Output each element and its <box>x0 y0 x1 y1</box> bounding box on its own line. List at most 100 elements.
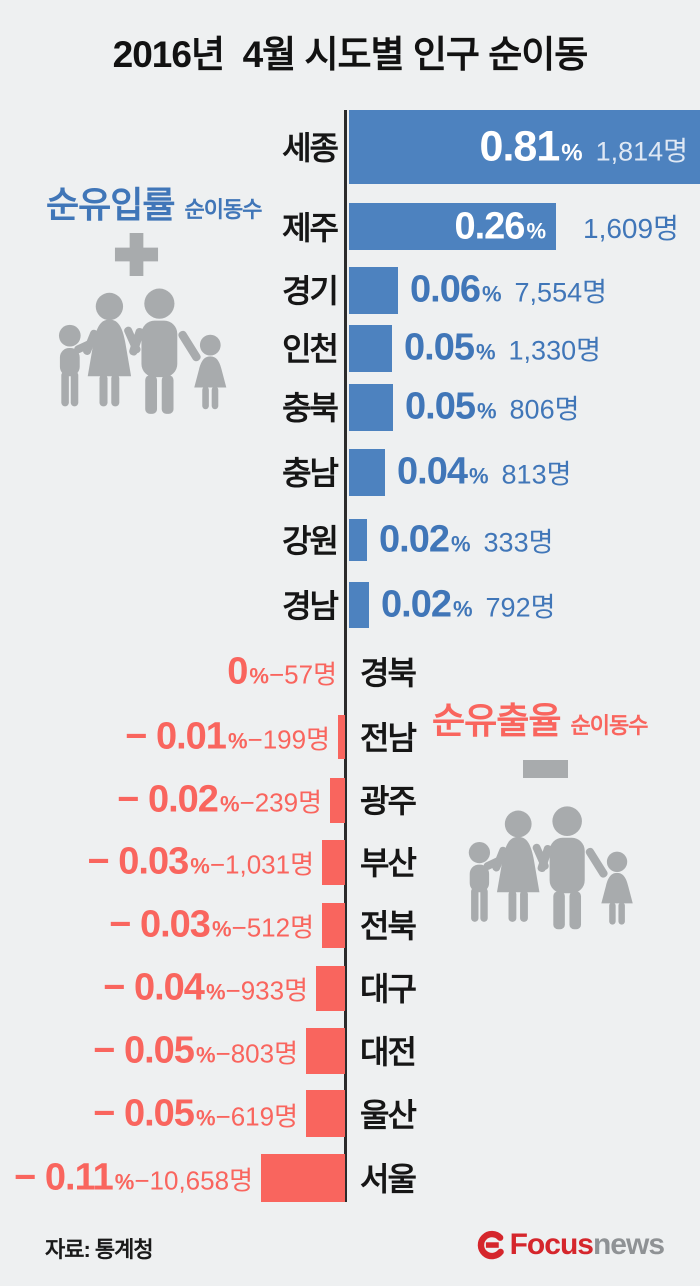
rate-percent: 0.06% <box>410 269 502 312</box>
region-label: 경남 <box>282 588 339 625</box>
rate-percent: 0.26% <box>454 206 546 249</box>
legend-inflow: 순유입률 순이동수 <box>46 176 262 228</box>
bar <box>349 267 398 314</box>
value-text: − 0.11% −10,658명 <box>0 1157 253 1200</box>
bar <box>349 519 367 561</box>
rate-percent: 0.05% <box>404 327 496 370</box>
net-persons: 7,554명 <box>514 277 607 308</box>
percent-sign: % <box>452 596 473 622</box>
rate-number: − 0.11 <box>14 1156 114 1199</box>
rate-number: 0.05 <box>404 326 475 369</box>
percent-sign: % <box>227 728 248 754</box>
rate-percent: − 0.05% <box>93 1093 215 1136</box>
net-persons: −199명 <box>247 724 330 755</box>
region-label: 서울 <box>360 1161 417 1198</box>
net-persons: 813명 <box>501 459 572 490</box>
percent-sign: % <box>476 398 497 424</box>
value-text: − 0.03% −512명 <box>94 904 314 947</box>
rate-number: − 0.05 <box>93 1029 195 1072</box>
rate-number: − 0.02 <box>117 778 219 821</box>
bar <box>349 582 369 628</box>
rate-percent: − 0.03% <box>88 841 210 884</box>
page-title: 2016년 4월 시도별 인구 순이동 <box>112 34 589 75</box>
plus-icon <box>114 232 159 277</box>
bar <box>349 449 385 496</box>
percent-sign: % <box>219 791 240 817</box>
value-text: 0.02% 792명 <box>381 584 555 627</box>
percent-sign: % <box>561 139 583 167</box>
region-label: 강원 <box>282 523 339 560</box>
minus-icon <box>523 760 568 778</box>
legend-outflow-title: 순유출율 <box>432 700 561 741</box>
net-persons: −10,658명 <box>134 1165 253 1196</box>
inflow-family-icon <box>58 288 227 414</box>
rate-percent: 0.05% <box>405 386 497 429</box>
net-persons: −933명 <box>225 975 308 1006</box>
rate-number: 0.26 <box>454 205 525 248</box>
net-persons: −57명 <box>268 659 337 690</box>
region-label: 부산 <box>360 845 417 882</box>
region-label: 울산 <box>360 1097 417 1134</box>
bar <box>261 1154 345 1202</box>
net-persons: −512명 <box>231 912 314 943</box>
percent-sign: % <box>468 463 489 489</box>
net-persons: −239명 <box>239 787 322 818</box>
bar <box>330 778 345 823</box>
rate-percent: − 0.02% <box>117 779 239 822</box>
percent-sign: % <box>190 853 210 879</box>
value-text: − 0.03% −1,031명 <box>73 841 314 884</box>
region-label: 제주 <box>282 210 339 247</box>
percent-sign: % <box>450 531 471 557</box>
percent-sign: % <box>205 979 226 1005</box>
region-label: 경기 <box>282 273 339 310</box>
value-text: − 0.05% −803명 <box>78 1030 298 1073</box>
net-persons: 806명 <box>509 394 580 425</box>
rate-number: 0.06 <box>410 268 481 311</box>
rate-number: 0.02 <box>381 583 452 626</box>
rate-percent: 0% <box>227 651 269 694</box>
value-text: − 0.05% −619명 <box>78 1093 298 1136</box>
rate-percent: 0.02% <box>379 519 471 562</box>
region-label: 충남 <box>282 455 339 492</box>
value-text: 0.26% <box>454 206 546 249</box>
value-text: 0% −57명 <box>212 651 337 694</box>
logo-suffix-text: news <box>592 1228 665 1261</box>
value-text: 0.81% 1,814명 <box>480 123 688 172</box>
rate-percent: − 0.11% <box>14 1157 134 1200</box>
value-text: − 0.02% −239명 <box>102 779 322 822</box>
percent-sign: % <box>481 281 502 307</box>
rate-number: − 0.04 <box>103 966 205 1009</box>
region-label: 충북 <box>282 390 339 427</box>
bar <box>322 903 345 948</box>
rate-number: − 0.01 <box>125 715 227 758</box>
rate-number: 0.05 <box>405 385 476 428</box>
rate-number: 0.02 <box>379 518 450 561</box>
value-text: 0.02% 333명 <box>379 519 553 562</box>
legend-outflow: 순유출율 순이동수 <box>432 692 648 744</box>
net-persons: 333명 <box>483 527 554 558</box>
bar <box>322 840 345 885</box>
region-label: 인천 <box>282 331 339 368</box>
legend-inflow-subtitle: 순이동수 <box>184 197 262 222</box>
net-persons: 1,609명 <box>583 213 679 244</box>
rate-percent: − 0.04% <box>103 967 225 1010</box>
percent-sign: % <box>195 1105 216 1131</box>
rate-percent: 0.04% <box>397 451 489 494</box>
percent-sign: % <box>195 1042 216 1068</box>
net-persons: −1,031명 <box>209 849 314 880</box>
value-text: 0.05% 806명 <box>405 386 579 429</box>
rate-percent: 0.02% <box>381 584 473 627</box>
